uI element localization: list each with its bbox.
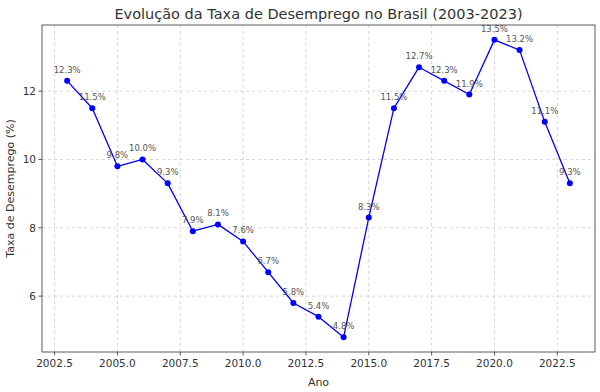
data-point	[165, 180, 171, 186]
data-point	[240, 238, 246, 244]
data-point	[89, 105, 95, 111]
data-point	[140, 156, 146, 162]
plot-area	[64, 37, 573, 340]
y-grid-line	[42, 296, 595, 297]
data-label: 13.2%	[506, 34, 533, 44]
data-point	[441, 78, 447, 84]
data-point	[567, 180, 573, 186]
data-point	[64, 78, 70, 84]
data-point	[416, 64, 422, 70]
y-tick-label: 10	[23, 153, 36, 165]
data-point	[290, 300, 296, 306]
x-tick	[243, 352, 244, 356]
x-tick	[431, 352, 432, 356]
data-label: 4.8%	[333, 321, 355, 331]
data-label: 11.1%	[531, 106, 558, 116]
x-axis-label: Ano	[308, 376, 329, 389]
y-tick	[39, 296, 43, 297]
x-grid-line	[557, 25, 558, 352]
data-label: 9.8%	[107, 150, 129, 160]
x-tick-label: 2007.5	[162, 357, 199, 369]
data-point	[491, 37, 497, 43]
y-tick	[39, 159, 43, 160]
y-axis-label: Taxa de Desemprego (%)	[4, 119, 17, 258]
x-grid-line	[117, 25, 118, 352]
data-point	[517, 47, 523, 53]
chart: 2002.5 2005.0 2007.5 2010.0 2012.5 2015.0 2017…	[0, 0, 600, 392]
data-label: 6.7%	[257, 256, 279, 266]
data-label: 8.1%	[207, 208, 229, 218]
data-point	[366, 215, 372, 221]
x-tick-label: 2022.5	[539, 357, 576, 369]
data-label: 8.3%	[358, 202, 380, 212]
x-tick	[368, 352, 369, 356]
x-tick	[180, 352, 181, 356]
x-tick	[117, 352, 118, 356]
data-point	[114, 163, 120, 169]
x-tick-label: 2015.0	[350, 357, 387, 369]
x-grid-line	[494, 25, 495, 352]
data-point	[542, 119, 548, 125]
y-tick-label: 12	[23, 85, 36, 97]
x-grid-line	[368, 25, 369, 352]
chart-title: Evolução da Taxa de Desemprego no Brasil…	[114, 6, 522, 22]
x-tick-label: 2005.0	[99, 357, 136, 369]
x-tick-label: 2002.5	[36, 357, 73, 369]
y-grid-line	[42, 91, 595, 92]
x-tick-label: 2017.5	[413, 357, 450, 369]
x-tick	[305, 352, 306, 356]
data-label: 12.3%	[54, 65, 81, 75]
y-tick-label: 8	[29, 222, 36, 234]
data-label: 12.3%	[431, 65, 458, 75]
data-point	[215, 221, 221, 227]
x-tick	[494, 352, 495, 356]
data-point	[316, 314, 322, 320]
data-point	[341, 334, 347, 340]
data-point	[391, 105, 397, 111]
plot-frame	[42, 25, 595, 352]
y-tick-label: 6	[29, 290, 36, 302]
data-label: 5.4%	[308, 301, 330, 311]
data-label: 11.5%	[79, 92, 106, 102]
data-label: 7.9%	[182, 215, 204, 225]
data-point	[265, 269, 271, 275]
y-grid-line	[42, 227, 595, 228]
x-grid-line	[243, 25, 244, 352]
data-label: 12.7%	[406, 51, 433, 61]
data-label: 11.9%	[456, 79, 483, 89]
data-point	[190, 228, 196, 234]
y-tick	[39, 91, 43, 92]
data-point	[466, 92, 472, 98]
data-label: 9.3%	[559, 167, 581, 177]
data-label: 11.5%	[380, 92, 407, 102]
data-label: 9.3%	[157, 167, 179, 177]
y-tick	[39, 227, 43, 228]
x-tick-label: 2010.0	[225, 357, 262, 369]
x-tick-label: 2012.5	[288, 357, 325, 369]
x-tick	[557, 352, 558, 356]
x-grid-line	[305, 25, 306, 352]
data-line	[67, 40, 570, 337]
data-label: 5.8%	[283, 287, 305, 297]
data-label: 10.0%	[129, 143, 156, 153]
x-tick	[54, 352, 55, 356]
x-grid-line	[180, 25, 181, 352]
data-label: 7.6%	[232, 225, 254, 235]
x-tick-label: 2020.0	[476, 357, 513, 369]
